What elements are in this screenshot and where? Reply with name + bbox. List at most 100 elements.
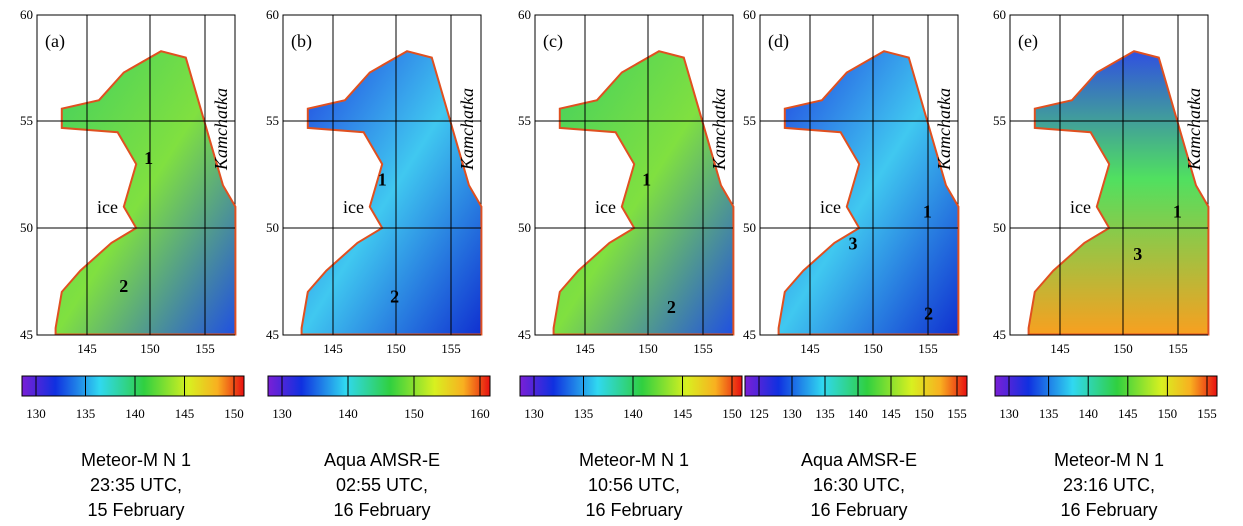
point-label: 1 (923, 201, 932, 221)
point-label: 1 (642, 169, 651, 189)
panel-label: (a) (45, 31, 65, 52)
lon-label: 155 (195, 341, 215, 356)
colorbar-tick-label: 140 (848, 406, 868, 421)
colorbar-tick-label: 140 (338, 406, 358, 421)
caption: 16 February (810, 500, 907, 520)
lon-label: 145 (800, 341, 820, 356)
caption: Aqua AMSR-E (324, 450, 440, 470)
lat-label: 45 (993, 327, 1006, 342)
colorbar-tick-label: 135 (815, 406, 835, 421)
colorbar-tick-label: 145 (1118, 406, 1138, 421)
sea-surface (552, 50, 735, 336)
colorbar (267, 375, 491, 397)
colorbar-tick-label: 150 (404, 406, 424, 421)
panel-label: (d) (768, 31, 789, 52)
lat-label: 55 (20, 113, 33, 128)
caption: Aqua AMSR-E (801, 450, 917, 470)
caption: 16 February (1060, 500, 1157, 520)
lon-label: 155 (693, 341, 713, 356)
land-label: Kamchatka (709, 88, 729, 171)
point-label: 1 (378, 169, 387, 189)
ice-label: ice (343, 197, 364, 217)
ice-label: ice (820, 197, 841, 217)
point-label: 3 (849, 233, 858, 253)
panel-label: (e) (1018, 31, 1038, 52)
lat-label: 50 (993, 220, 1006, 235)
colorbar-tick-label: 130 (272, 406, 292, 421)
lon-label: 145 (1050, 341, 1070, 356)
point-label: 3 (1133, 244, 1142, 264)
land-label: Kamchatka (934, 88, 954, 171)
lon-label: 145 (77, 341, 97, 356)
colorbar-tick-label: 150 (722, 406, 742, 421)
panel-label: (c) (543, 31, 563, 52)
colorbar-tick-label: 140 (1078, 406, 1098, 421)
caption: 16 February (585, 500, 682, 520)
caption: Meteor-M N 1 (1054, 450, 1164, 470)
colorbar-tick-label: 155 (1197, 406, 1217, 421)
point-label: 1 (144, 148, 153, 168)
colorbar-tick-label: 135 (1039, 406, 1059, 421)
colorbar-tick-label: 150 (1158, 406, 1178, 421)
lon-label: 145 (575, 341, 595, 356)
lat-label: 50 (743, 220, 756, 235)
colorbar-tick-label: 150 (914, 406, 934, 421)
colorbar (21, 375, 245, 397)
colorbar-tick-label: 135 (574, 406, 594, 421)
land-label: Kamchatka (457, 88, 477, 171)
point-label: 2 (119, 276, 128, 296)
colorbar-tick-label: 160 (470, 406, 490, 421)
colorbar-tick-label: 155 (947, 406, 967, 421)
lat-label: 50 (20, 220, 33, 235)
point-label: 1 (1173, 201, 1182, 221)
lat-label: 55 (743, 113, 756, 128)
colorbar-tick-label: 150 (224, 406, 244, 421)
point-label: 2 (390, 287, 399, 307)
sea-surface (300, 50, 483, 336)
caption: Meteor-M N 1 (81, 450, 191, 470)
lat-label: 60 (20, 7, 33, 22)
lon-label: 155 (1168, 341, 1188, 356)
lat-label: 55 (266, 113, 279, 128)
lon-label: 155 (441, 341, 461, 356)
caption: 02:55 UTC, (336, 475, 428, 495)
ice-label: ice (595, 197, 616, 217)
panel-label: (b) (291, 31, 312, 52)
caption: 23:35 UTC, (90, 475, 182, 495)
colorbar-tick-label: 140 (623, 406, 643, 421)
caption: 23:16 UTC, (1063, 475, 1155, 495)
lon-label: 150 (863, 341, 883, 356)
lon-label: 155 (918, 341, 938, 356)
colorbar-tick-label: 140 (125, 406, 145, 421)
lon-label: 150 (140, 341, 160, 356)
lat-label: 55 (993, 113, 1006, 128)
lon-label: 150 (638, 341, 658, 356)
caption: 15 February (87, 500, 184, 520)
ice-label: ice (97, 197, 118, 217)
colorbar-tick-label: 130 (999, 406, 1019, 421)
sea-surface (777, 50, 960, 336)
colorbar (994, 375, 1218, 397)
land-label: Kamchatka (211, 88, 231, 171)
colorbar-tick-label: 130 (26, 406, 46, 421)
colorbar-tick-label: 135 (76, 406, 96, 421)
lat-label: 45 (20, 327, 33, 342)
lat-label: 60 (266, 7, 279, 22)
colorbar (519, 375, 743, 397)
caption: 16:30 UTC, (813, 475, 905, 495)
lat-label: 55 (518, 113, 531, 128)
lat-label: 60 (743, 7, 756, 22)
colorbar (744, 375, 968, 397)
colorbar-tick-label: 145 (673, 406, 693, 421)
colorbar-tick-label: 145 (881, 406, 901, 421)
sea-surface (54, 50, 237, 336)
land-label: Kamchatka (1184, 88, 1204, 171)
lat-label: 50 (266, 220, 279, 235)
sea-surface (1027, 50, 1210, 336)
colorbar-tick-label: 130 (782, 406, 802, 421)
point-label: 2 (924, 304, 933, 324)
colorbar-tick-label: 125 (749, 406, 769, 421)
lat-label: 45 (743, 327, 756, 342)
lat-label: 45 (266, 327, 279, 342)
